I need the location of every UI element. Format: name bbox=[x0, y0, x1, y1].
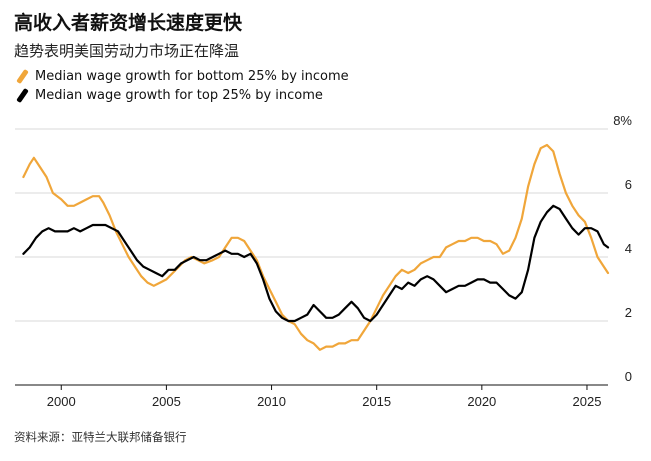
y-tick-label-6: 6 bbox=[625, 177, 632, 192]
x-tick-label-2015: 2015 bbox=[362, 394, 391, 409]
y-tick-label-0: 0 bbox=[625, 369, 632, 384]
series-line-bottom-25 bbox=[22, 143, 610, 351]
y-tick-label-4: 4 bbox=[625, 241, 632, 256]
y-tick-label-2: 2 bbox=[625, 305, 632, 320]
x-tick-label-2005: 2005 bbox=[152, 394, 181, 409]
chart-subtitle: 趋势表明美国劳动力市场正在降温 bbox=[14, 42, 240, 60]
x-tick-label-2010: 2010 bbox=[257, 394, 286, 409]
legend-label-bottom: Median wage growth for bottom 25% by inc… bbox=[35, 69, 349, 84]
x-tick-label-2020: 2020 bbox=[467, 394, 496, 409]
x-tick-label-2025: 2025 bbox=[573, 394, 602, 409]
legend-item-bottom: Median wage growth for bottom 25% by inc… bbox=[16, 67, 349, 86]
y-tick-label-8: 8% bbox=[613, 113, 632, 128]
legend-item-top: Median wage growth for top 25% by income bbox=[16, 86, 349, 105]
x-tick-label-2000: 2000 bbox=[47, 394, 76, 409]
legend-label-top: Median wage growth for top 25% by income bbox=[35, 88, 323, 103]
legend: Median wage growth for bottom 25% by inc… bbox=[16, 67, 349, 105]
chart-title: 高收入者薪资增长速度更快 bbox=[14, 12, 243, 34]
source-note: 资料来源：亚特兰大联邦储备银行 bbox=[14, 430, 187, 444]
series-line-top-25 bbox=[22, 204, 610, 323]
